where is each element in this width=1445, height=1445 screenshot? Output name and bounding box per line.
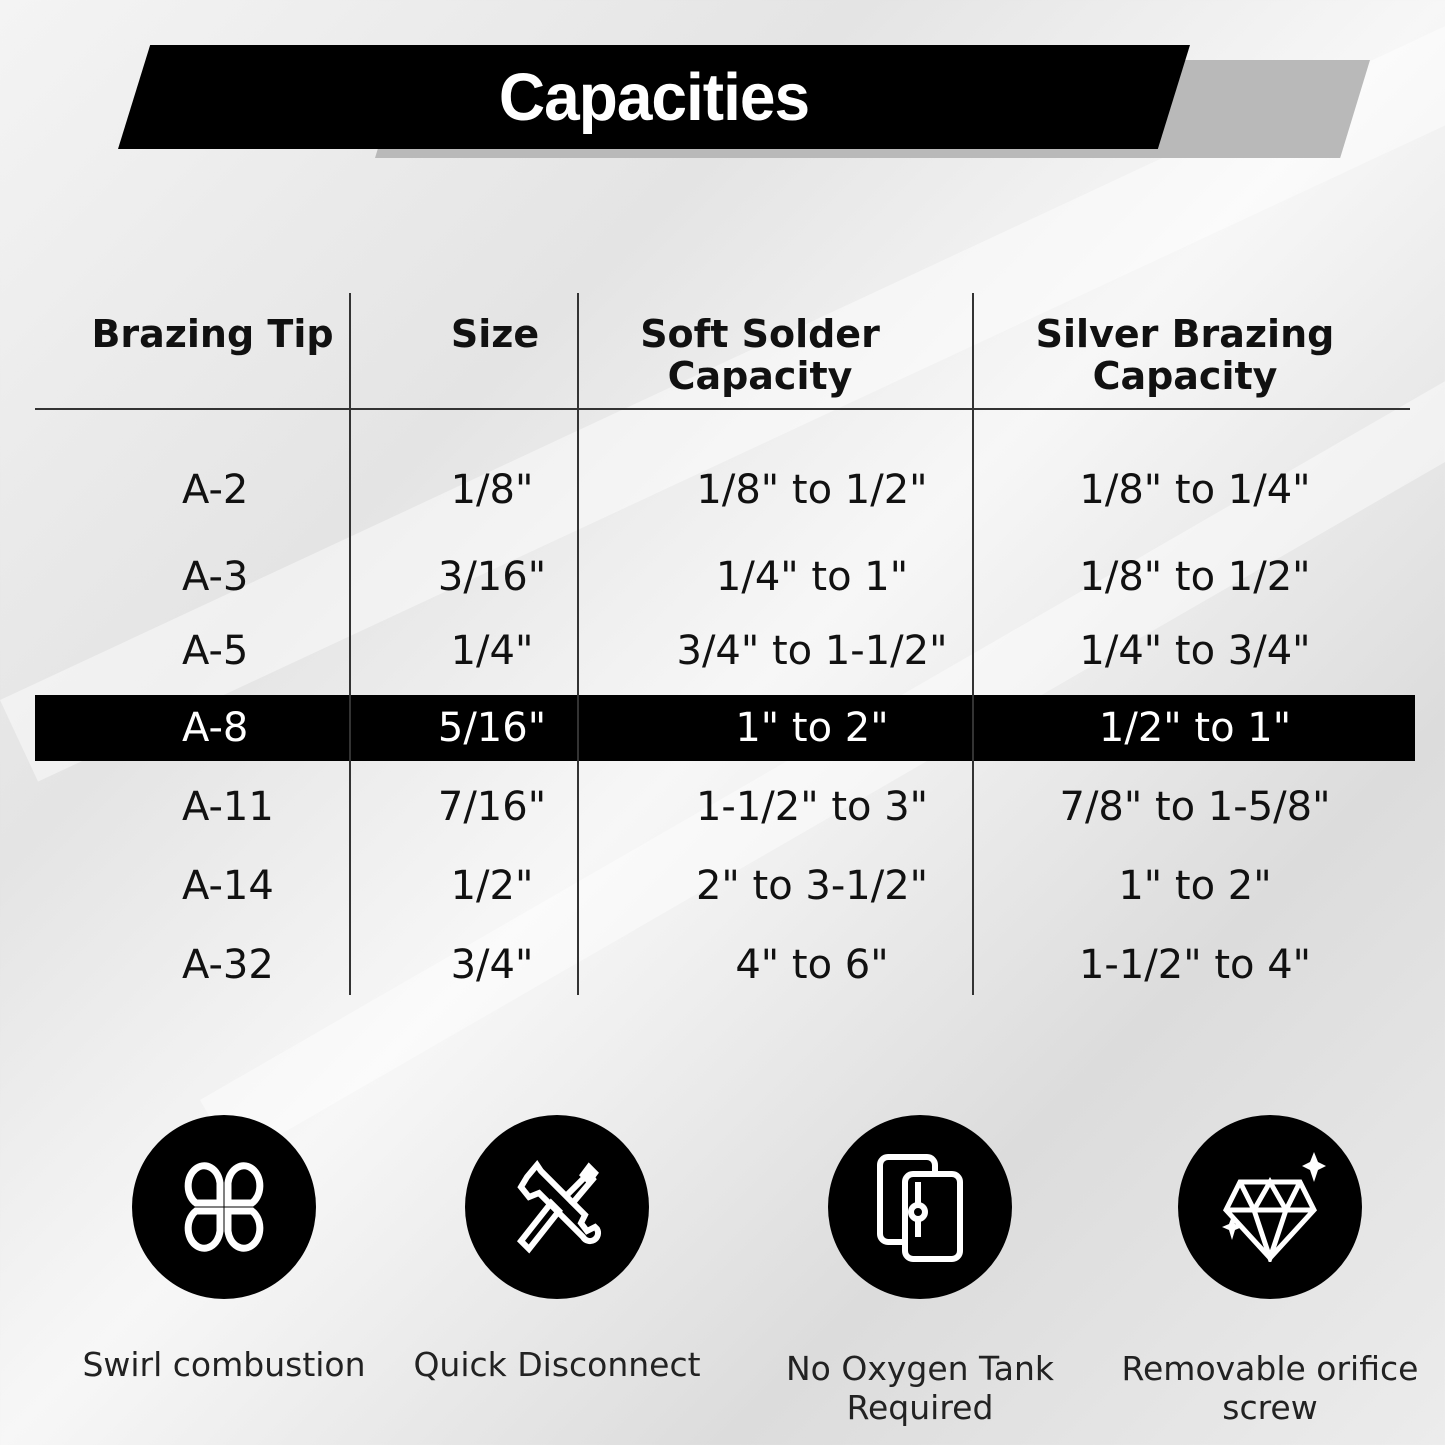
tank-icon bbox=[828, 1115, 1012, 1299]
table-cell: 1-1/2" to 4" bbox=[1078, 942, 1312, 988]
header-brazing-tip: Brazing Tip bbox=[91, 312, 334, 356]
table-cell: A-5 bbox=[182, 628, 249, 674]
table-cell: 1/4" bbox=[450, 628, 534, 674]
header-silver-brazing: Silver Brazing Capacity bbox=[1035, 312, 1335, 398]
table-cell: A-2 bbox=[182, 467, 249, 513]
table-cell: 1-1/2" to 3" bbox=[695, 784, 929, 830]
table-cell: 2" to 3-1/2" bbox=[695, 863, 929, 909]
table-cell: 1/4" to 3/4" bbox=[1079, 628, 1311, 674]
table-cell: A-8 bbox=[182, 705, 249, 751]
diamond-icon bbox=[1178, 1115, 1362, 1299]
header-soft-solder: Soft Solder Capacity bbox=[640, 312, 880, 398]
feature-item: Quick Disconnect bbox=[377, 1115, 737, 1384]
table-cell: 1/4" to 1" bbox=[715, 554, 909, 600]
feature-label: Swirl combustion bbox=[82, 1345, 366, 1384]
table-cell: 1/8" to 1/4" bbox=[1079, 467, 1311, 513]
swirl-icon bbox=[132, 1115, 316, 1299]
table-cell: 1" to 2" bbox=[1118, 863, 1272, 909]
table-cell: A-11 bbox=[182, 784, 274, 830]
column-divider bbox=[349, 293, 351, 995]
table-cell: 5/16" bbox=[437, 705, 547, 751]
table-cell: 1" to 2" bbox=[735, 705, 889, 751]
feature-label: Removable orifice screw bbox=[1121, 1349, 1419, 1427]
table-cell: 1/2" bbox=[450, 863, 534, 909]
table-cell: 1/2" to 1" bbox=[1098, 705, 1292, 751]
table-cell: A-3 bbox=[182, 554, 249, 600]
column-divider bbox=[577, 293, 579, 995]
table-cell: 1/8" to 1/2" bbox=[1079, 554, 1311, 600]
table-cell: 3/4" bbox=[450, 942, 534, 988]
table-cell: 1/8" to 1/2" bbox=[696, 467, 928, 513]
table-cell: 7/8" to 1-5/8" bbox=[1059, 784, 1331, 830]
table-cell: A-14 bbox=[182, 863, 274, 909]
header-size: Size bbox=[450, 312, 540, 356]
header-divider bbox=[35, 408, 1410, 410]
tools-icon bbox=[465, 1115, 649, 1299]
table-cell: 1/8" bbox=[450, 467, 534, 513]
title-banner: Capacities bbox=[118, 45, 1190, 149]
table-cell: A-32 bbox=[182, 942, 274, 988]
table-cell: 4" to 6" bbox=[735, 942, 889, 988]
feature-label: No Oxygen Tank Required bbox=[786, 1349, 1054, 1427]
feature-label: Quick Disconnect bbox=[413, 1345, 701, 1384]
column-divider bbox=[972, 293, 974, 995]
feature-item: Swirl combustion bbox=[44, 1115, 404, 1384]
feature-item: No Oxygen Tank Required bbox=[770, 1115, 1070, 1427]
table-cell: 7/16" bbox=[437, 784, 547, 830]
feature-item: Removable orifice screw bbox=[1120, 1115, 1420, 1427]
table-cell: 3/4" to 1-1/2" bbox=[676, 628, 948, 674]
table-cell: 3/16" bbox=[437, 554, 547, 600]
page-title: Capacities bbox=[498, 59, 810, 135]
highlight-row-background bbox=[35, 695, 1415, 761]
